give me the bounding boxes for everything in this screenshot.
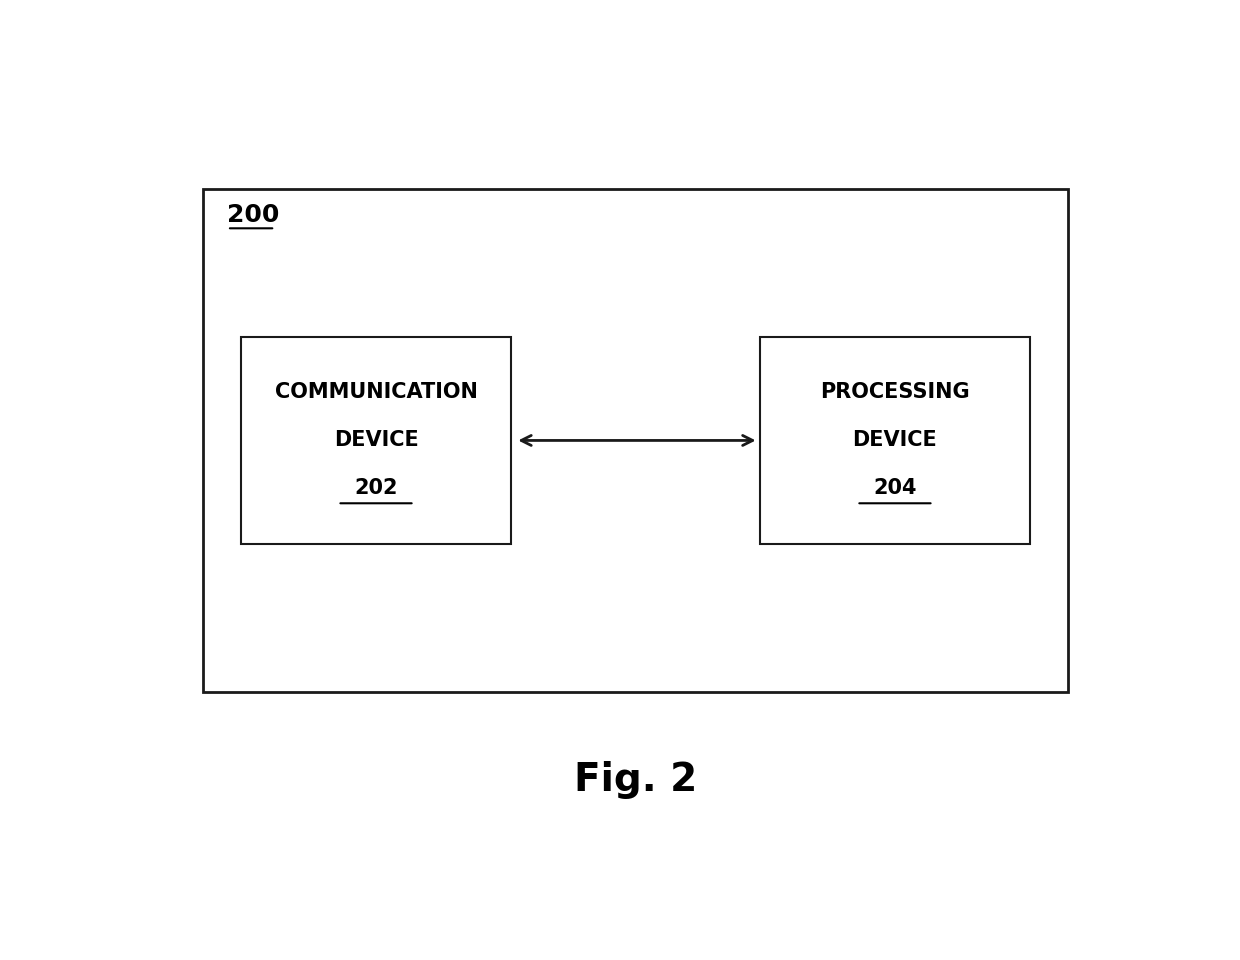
- Text: 202: 202: [355, 478, 398, 498]
- Text: DEVICE: DEVICE: [334, 430, 418, 450]
- Bar: [760, 337, 1029, 544]
- Text: PROCESSING: PROCESSING: [820, 382, 970, 402]
- Text: DEVICE: DEVICE: [853, 430, 937, 450]
- Text: 200: 200: [227, 203, 279, 227]
- Text: Fig. 2: Fig. 2: [574, 761, 697, 800]
- Bar: [203, 189, 1068, 692]
- Text: 204: 204: [873, 478, 916, 498]
- Bar: [242, 337, 511, 544]
- Text: COMMUNICATION: COMMUNICATION: [274, 382, 477, 402]
